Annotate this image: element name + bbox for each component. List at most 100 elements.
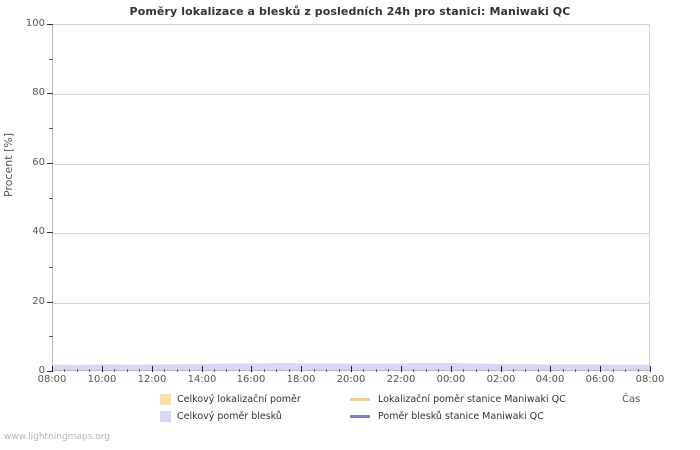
- x-tick-minor: [613, 369, 614, 372]
- x-tick-minor: [276, 369, 277, 372]
- y-tick: [47, 301, 53, 303]
- x-tick-minor: [339, 369, 340, 372]
- x-tick: [550, 366, 551, 372]
- gridline: [53, 94, 649, 96]
- chart-legend: Celkový lokalizační poměr Lokalizační pom…: [160, 391, 630, 425]
- x-tick-minor: [376, 369, 377, 372]
- x-tick-minor: [127, 369, 128, 372]
- x-tick-minor: [264, 369, 265, 372]
- legend-item[interactable]: Celkový poměr blesků: [160, 411, 350, 422]
- x-tick-minor: [426, 369, 427, 372]
- x-tick: [351, 366, 352, 372]
- y-tick: [47, 162, 53, 164]
- x-tick-minor: [177, 369, 178, 372]
- y-tick-minor: [49, 58, 53, 60]
- x-tick: [401, 366, 402, 372]
- x-tick-minor: [388, 369, 389, 372]
- y-tick: [47, 371, 53, 372]
- x-tick-minor: [525, 369, 526, 372]
- x-tick-minor: [476, 369, 477, 372]
- x-tick-label: 02:00: [486, 374, 516, 385]
- y-tick-minor: [49, 197, 53, 199]
- x-tick-minor: [463, 369, 464, 372]
- y-tick-label: 20: [32, 295, 45, 307]
- legend-item[interactable]: Lokalizační poměr stanice Maniwaki QC: [350, 394, 630, 405]
- gridline: [53, 163, 649, 165]
- x-axis-label: Čas: [622, 394, 641, 405]
- chart-title: Poměry lokalizace a blesků z posledních …: [129, 5, 571, 18]
- x-tick-minor: [363, 369, 364, 372]
- plot-area: [52, 24, 650, 371]
- x-tick: [152, 366, 153, 372]
- legend-line-swatch: [350, 398, 370, 401]
- legend-item-label: Celkový poměr blesků: [177, 411, 282, 422]
- legend-area-swatch: [160, 411, 171, 422]
- x-tick: [451, 366, 452, 372]
- x-tick-minor: [89, 369, 90, 372]
- x-tick-minor: [413, 369, 414, 372]
- x-tick-minor: [513, 369, 514, 372]
- x-tick-minor: [164, 369, 165, 372]
- x-tick-label: 08:00: [37, 374, 67, 385]
- x-tick-minor: [289, 369, 290, 372]
- y-tick-label: 80: [32, 87, 45, 99]
- y-tick-label: 40: [32, 226, 45, 238]
- x-tick-label: 10:00: [87, 374, 117, 385]
- legend-item-label: Poměr blesků stanice Maniwaki QC: [378, 411, 544, 422]
- x-tick-label: 14:00: [187, 374, 217, 385]
- x-tick: [650, 366, 651, 372]
- x-tick-minor: [563, 369, 564, 372]
- y-axis-label-text: Procent [%]: [2, 132, 15, 198]
- y-tick-minor: [49, 266, 53, 268]
- x-tick-minor: [139, 369, 140, 372]
- x-tick: [251, 366, 252, 372]
- x-tick: [600, 366, 601, 372]
- x-tick-minor: [77, 369, 78, 372]
- y-tick-label: 100: [25, 18, 45, 29]
- x-tick-minor: [588, 369, 589, 372]
- x-tick-minor: [638, 369, 639, 372]
- x-tick: [501, 366, 502, 372]
- x-tick-label: 18:00: [286, 374, 316, 385]
- x-tick-label: 20:00: [336, 374, 366, 385]
- y-tick: [47, 93, 53, 95]
- x-tick-minor: [625, 369, 626, 372]
- x-tick-minor: [538, 369, 539, 372]
- legend-item-label: Lokalizační poměr stanice Maniwaki QC: [378, 394, 566, 405]
- x-tick-minor: [239, 369, 240, 372]
- legend-item[interactable]: Celkový lokalizační poměr: [160, 394, 350, 405]
- legend-line-swatch: [350, 415, 370, 418]
- x-tick: [102, 366, 103, 372]
- x-tick-minor: [575, 369, 576, 372]
- x-tick-minor: [488, 369, 489, 372]
- legend-item[interactable]: Poměr blesků stanice Maniwaki QC: [350, 411, 630, 422]
- x-tick: [301, 366, 302, 372]
- x-tick-minor: [114, 369, 115, 372]
- x-tick: [52, 366, 53, 372]
- x-tick-label: 22:00: [386, 374, 416, 385]
- y-tick: [47, 232, 53, 234]
- x-tick-minor: [64, 369, 65, 372]
- x-tick-minor: [214, 369, 215, 372]
- x-tick-minor: [438, 369, 439, 372]
- x-tick-label: 06:00: [585, 374, 615, 385]
- y-tick: [47, 24, 53, 25]
- y-tick-label: 0: [38, 365, 45, 376]
- gridline: [53, 233, 649, 235]
- x-tick-label: 16:00: [236, 374, 266, 385]
- x-tick-label: 04:00: [535, 374, 565, 385]
- x-tick-label: 00:00: [436, 374, 466, 385]
- x-tick-minor: [314, 369, 315, 372]
- x-tick-minor: [326, 369, 327, 372]
- legend-area-swatch: [160, 394, 171, 405]
- series-layer: [53, 362, 649, 370]
- y-tick-minor: [49, 336, 53, 338]
- legend-item-label: Celkový lokalizační poměr: [177, 394, 301, 405]
- x-tick-label: 12:00: [137, 374, 167, 385]
- y-tick-label: 60: [32, 156, 45, 168]
- watermark: www.lightningmaps.org: [4, 432, 110, 442]
- x-tick-minor: [189, 369, 190, 372]
- x-tick-minor: [226, 369, 227, 372]
- gridline: [53, 302, 649, 304]
